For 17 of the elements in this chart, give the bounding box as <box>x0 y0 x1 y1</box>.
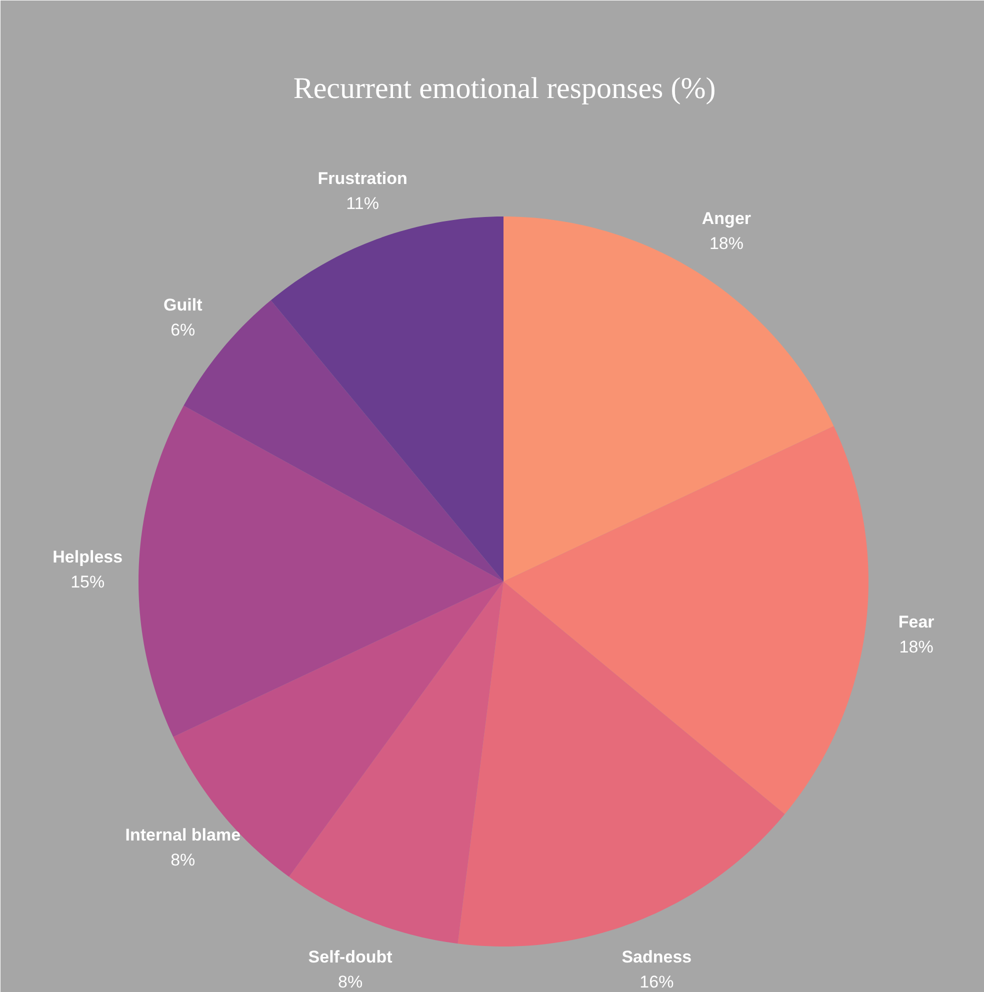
data-label: 15% <box>70 572 105 592</box>
slice-label: Anger <box>702 209 752 228</box>
data-label: 16% <box>640 972 674 992</box>
slice-label: Guilt <box>164 295 203 314</box>
data-label: 6% <box>170 320 196 340</box>
data-label: 8% <box>170 850 196 870</box>
data-label: 8% <box>338 972 363 992</box>
data-label: 11% <box>346 194 379 213</box>
chart-title: Recurrent emotional responses (%) <box>293 72 716 105</box>
data-label: 18% <box>709 234 744 254</box>
slice-label: Frustration <box>318 169 408 188</box>
data-label: 18% <box>899 638 934 657</box>
slice-label: Fear <box>898 612 935 632</box>
slice-label: Helpless <box>52 547 123 566</box>
slice-label: Sadness <box>622 947 692 966</box>
slice-label: Self-doubt <box>308 947 393 966</box>
slice-label: Internal blame <box>125 826 241 845</box>
